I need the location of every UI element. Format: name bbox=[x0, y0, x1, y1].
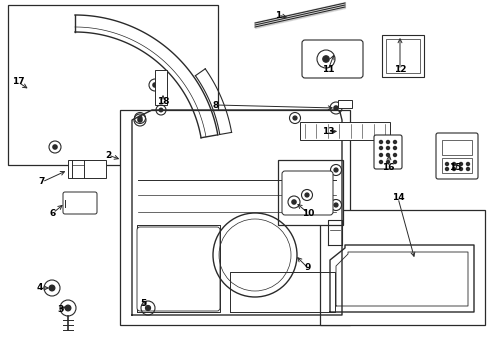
Text: 2: 2 bbox=[104, 150, 111, 159]
Circle shape bbox=[393, 140, 396, 144]
Text: 4: 4 bbox=[37, 284, 43, 292]
Bar bbox=[385, 39, 419, 73]
Circle shape bbox=[322, 56, 328, 62]
Circle shape bbox=[451, 162, 454, 166]
FancyBboxPatch shape bbox=[63, 192, 97, 214]
Bar bbox=[299, 122, 389, 140]
Text: 7: 7 bbox=[39, 177, 45, 186]
Text: 15: 15 bbox=[448, 162, 460, 171]
Circle shape bbox=[65, 305, 71, 311]
Circle shape bbox=[379, 147, 382, 149]
Bar bbox=[441, 158, 471, 173]
Bar bbox=[337, 100, 351, 108]
Bar bbox=[120, 110, 349, 325]
Circle shape bbox=[292, 116, 296, 120]
Circle shape bbox=[153, 83, 157, 87]
Circle shape bbox=[459, 162, 462, 166]
Circle shape bbox=[145, 306, 150, 310]
Circle shape bbox=[49, 285, 55, 291]
Text: 3: 3 bbox=[57, 306, 63, 315]
Circle shape bbox=[393, 153, 396, 157]
Circle shape bbox=[393, 147, 396, 149]
Bar bbox=[381, 35, 423, 77]
Bar bbox=[8, 5, 218, 165]
FancyBboxPatch shape bbox=[373, 135, 401, 169]
Circle shape bbox=[305, 193, 308, 197]
Circle shape bbox=[451, 167, 454, 171]
Bar bbox=[68, 160, 106, 178]
Circle shape bbox=[386, 153, 389, 157]
Text: 16: 16 bbox=[381, 162, 393, 171]
Text: 1: 1 bbox=[274, 10, 281, 19]
Bar bbox=[441, 140, 471, 155]
Bar bbox=[155, 70, 167, 105]
Circle shape bbox=[445, 162, 447, 166]
Circle shape bbox=[333, 203, 337, 207]
Circle shape bbox=[379, 140, 382, 144]
FancyBboxPatch shape bbox=[302, 40, 362, 78]
Bar bbox=[319, 210, 484, 325]
Circle shape bbox=[386, 147, 389, 149]
Circle shape bbox=[53, 145, 57, 149]
Circle shape bbox=[138, 116, 142, 120]
Text: 6: 6 bbox=[50, 208, 56, 217]
Text: 12: 12 bbox=[393, 66, 406, 75]
Text: 8: 8 bbox=[212, 100, 219, 109]
Circle shape bbox=[459, 167, 462, 171]
Bar bbox=[278, 160, 342, 225]
Text: 18: 18 bbox=[157, 98, 169, 107]
Circle shape bbox=[159, 108, 163, 112]
Circle shape bbox=[466, 162, 468, 166]
Circle shape bbox=[466, 167, 468, 171]
Circle shape bbox=[291, 200, 296, 204]
Circle shape bbox=[379, 153, 382, 157]
Text: 14: 14 bbox=[391, 194, 404, 202]
Circle shape bbox=[386, 140, 389, 144]
Text: 9: 9 bbox=[304, 264, 310, 273]
Circle shape bbox=[333, 168, 337, 172]
Circle shape bbox=[333, 106, 337, 110]
Circle shape bbox=[445, 167, 447, 171]
FancyBboxPatch shape bbox=[282, 171, 332, 215]
Text: 17: 17 bbox=[12, 77, 24, 86]
Text: 5: 5 bbox=[140, 298, 146, 307]
Text: 13: 13 bbox=[321, 127, 334, 136]
Circle shape bbox=[393, 161, 396, 163]
FancyBboxPatch shape bbox=[435, 133, 477, 179]
Circle shape bbox=[138, 118, 142, 122]
FancyBboxPatch shape bbox=[137, 227, 220, 311]
Circle shape bbox=[386, 161, 389, 163]
Text: 10: 10 bbox=[301, 208, 314, 217]
Text: 11: 11 bbox=[321, 66, 334, 75]
Circle shape bbox=[379, 161, 382, 163]
